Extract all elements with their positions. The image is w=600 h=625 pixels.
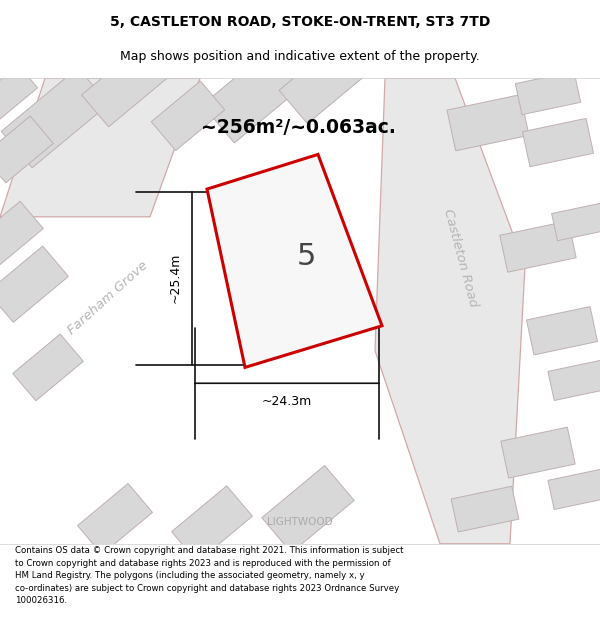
Polygon shape [451, 486, 519, 532]
Polygon shape [82, 45, 169, 127]
Polygon shape [0, 78, 200, 217]
Polygon shape [548, 360, 600, 401]
Polygon shape [551, 203, 600, 241]
Polygon shape [0, 201, 43, 268]
Polygon shape [500, 221, 576, 272]
Polygon shape [526, 307, 598, 355]
Polygon shape [202, 49, 302, 143]
Polygon shape [375, 78, 525, 544]
Text: LIGHTWOOD: LIGHTWOOD [267, 517, 333, 527]
Polygon shape [207, 154, 382, 368]
Polygon shape [0, 65, 38, 121]
Polygon shape [501, 428, 575, 478]
Text: Fareham Grove: Fareham Grove [65, 259, 151, 338]
Polygon shape [0, 246, 68, 322]
Polygon shape [1, 68, 109, 168]
Text: ~25.4m: ~25.4m [169, 253, 182, 303]
Polygon shape [262, 466, 354, 552]
Polygon shape [447, 94, 529, 151]
Polygon shape [523, 118, 593, 167]
Polygon shape [279, 42, 365, 124]
Text: 5, CASTLETON ROAD, STOKE-ON-TRENT, ST3 7TD: 5, CASTLETON ROAD, STOKE-ON-TRENT, ST3 7… [110, 15, 490, 29]
Text: Map shows position and indicative extent of the property.: Map shows position and indicative extent… [120, 50, 480, 62]
Polygon shape [77, 484, 152, 554]
Polygon shape [172, 486, 253, 562]
Polygon shape [151, 81, 225, 151]
Text: ~256m²/~0.063ac.: ~256m²/~0.063ac. [200, 118, 395, 137]
Text: Castleton Road: Castleton Road [440, 208, 479, 309]
Text: ~24.3m: ~24.3m [262, 395, 312, 408]
Text: Contains OS data © Crown copyright and database right 2021. This information is : Contains OS data © Crown copyright and d… [15, 546, 404, 605]
Text: 5: 5 [296, 242, 316, 271]
Polygon shape [515, 71, 581, 114]
Polygon shape [0, 116, 53, 183]
Polygon shape [13, 334, 83, 401]
Polygon shape [548, 469, 600, 509]
